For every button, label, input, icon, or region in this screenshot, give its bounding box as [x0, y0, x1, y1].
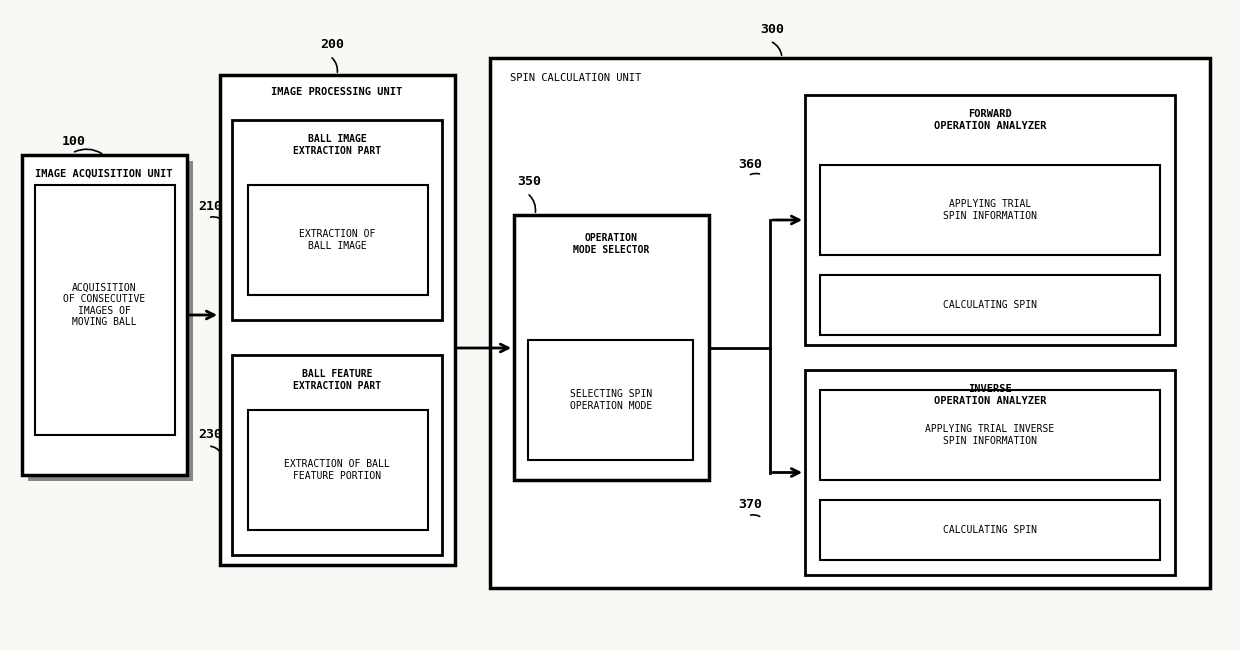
- Bar: [820, 390, 1159, 480]
- Text: 370: 370: [738, 498, 763, 511]
- Bar: [238, 126, 448, 326]
- Bar: [219, 75, 455, 565]
- Text: BALL IMAGE
EXTRACTION PART: BALL IMAGE EXTRACTION PART: [293, 134, 381, 156]
- Bar: [248, 410, 428, 530]
- Text: 230: 230: [198, 428, 222, 441]
- Text: APPLYING TRIAL INVERSE
SPIN INFORMATION: APPLYING TRIAL INVERSE SPIN INFORMATION: [925, 424, 1055, 446]
- Text: 300: 300: [760, 23, 784, 36]
- Bar: [490, 58, 1210, 588]
- Text: APPLYING TRIAL
SPIN INFORMATION: APPLYING TRIAL SPIN INFORMATION: [942, 199, 1037, 221]
- Text: IMAGE ACQUISITION UNIT: IMAGE ACQUISITION UNIT: [35, 169, 172, 179]
- Bar: [805, 95, 1176, 345]
- Bar: [35, 185, 175, 435]
- Bar: [248, 185, 428, 295]
- Text: EXTRACTION OF BALL
FEATURE PORTION: EXTRACTION OF BALL FEATURE PORTION: [284, 459, 389, 481]
- Bar: [805, 370, 1176, 575]
- Bar: [232, 355, 441, 555]
- Bar: [29, 161, 193, 481]
- Text: INVERSE
OPERATION ANALYZER: INVERSE OPERATION ANALYZER: [934, 384, 1047, 406]
- Bar: [820, 275, 1159, 335]
- Bar: [820, 165, 1159, 255]
- Text: 360: 360: [738, 158, 763, 171]
- Text: 200: 200: [320, 38, 343, 51]
- Text: IMAGE PROCESSING UNIT: IMAGE PROCESSING UNIT: [272, 87, 403, 97]
- Bar: [232, 120, 441, 320]
- Bar: [515, 215, 709, 480]
- Text: 350: 350: [517, 175, 541, 188]
- Bar: [520, 221, 715, 486]
- Text: EXTRACTION OF
BALL IMAGE: EXTRACTION OF BALL IMAGE: [299, 229, 376, 251]
- Text: OPERATION
MODE SELECTOR: OPERATION MODE SELECTOR: [573, 233, 650, 255]
- Text: FORWARD
OPERATION ANALYZER: FORWARD OPERATION ANALYZER: [934, 109, 1047, 131]
- Text: CALCULATING SPIN: CALCULATING SPIN: [942, 525, 1037, 535]
- Text: BALL FEATURE
EXTRACTION PART: BALL FEATURE EXTRACTION PART: [293, 369, 381, 391]
- Text: SPIN CALCULATION UNIT: SPIN CALCULATION UNIT: [510, 73, 641, 83]
- Text: 100: 100: [62, 135, 86, 148]
- Bar: [820, 500, 1159, 560]
- Text: SELECTING SPIN
OPERATION MODE: SELECTING SPIN OPERATION MODE: [570, 389, 652, 411]
- Bar: [811, 101, 1180, 351]
- Text: 210: 210: [198, 200, 222, 213]
- Bar: [238, 361, 448, 561]
- Bar: [22, 155, 187, 475]
- Text: ACQUISITION
OF CONSECUTIVE
IMAGES OF
MOVING BALL: ACQUISITION OF CONSECUTIVE IMAGES OF MOV…: [63, 283, 145, 327]
- Text: CALCULATING SPIN: CALCULATING SPIN: [942, 300, 1037, 310]
- Bar: [811, 376, 1180, 581]
- Bar: [528, 340, 693, 460]
